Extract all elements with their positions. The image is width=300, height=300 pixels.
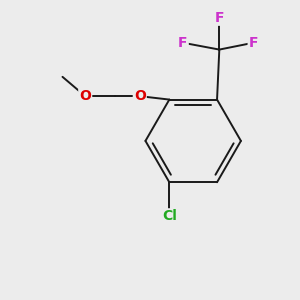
Text: F: F: [249, 36, 258, 50]
Text: F: F: [214, 11, 224, 25]
Text: F: F: [178, 36, 188, 50]
Text: O: O: [134, 89, 146, 103]
Text: Cl: Cl: [162, 209, 177, 223]
Text: O: O: [79, 89, 91, 103]
